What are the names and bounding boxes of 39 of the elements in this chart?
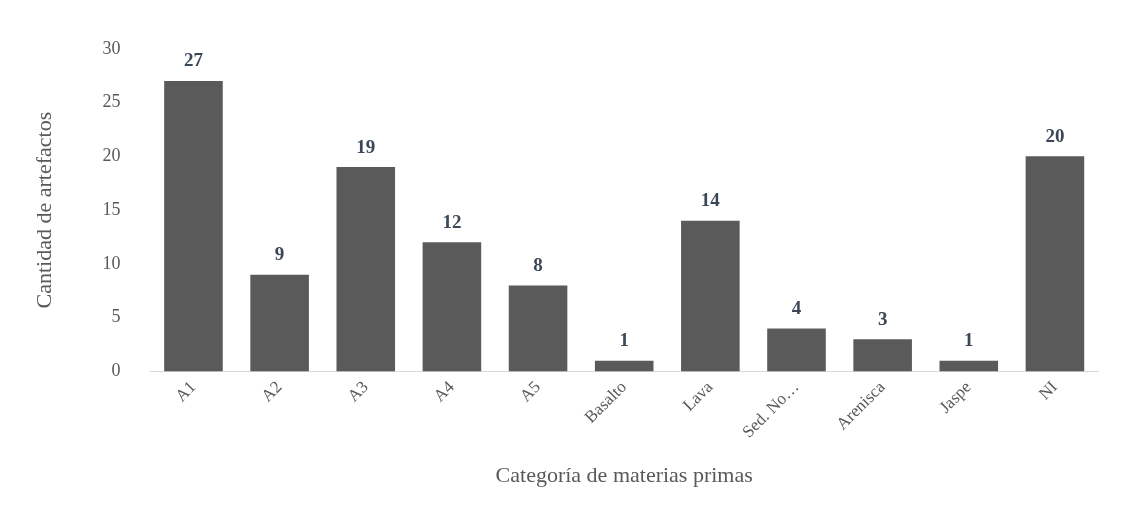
bar [594,360,654,372]
data-label: 12 [442,210,462,232]
data-label: 1 [619,329,629,351]
x-axis-title: Categoría de materias primas [495,461,753,487]
x-tick-label: A4 [429,376,459,406]
y-tick-label: 5 [111,306,121,327]
data-label: 19 [356,135,376,157]
bar [681,220,740,372]
bar [250,274,309,372]
y-tick-label: 20 [102,145,121,166]
bar [767,328,826,372]
data-label: 4 [791,296,802,318]
bar [164,81,223,372]
x-tick-label: NI [1034,376,1062,404]
y-tick-label: 25 [102,91,121,112]
data-label: 3 [877,307,888,329]
x-tick-label: A2 [257,377,286,406]
bar [853,339,912,372]
data-label: 9 [274,243,285,265]
data-label: 14 [700,189,721,211]
x-tick-label: Lava [678,376,717,415]
x-tick-label: A1 [171,377,200,406]
data-label: 20 [1045,124,1065,146]
x-tick-label: A5 [515,377,545,406]
data-label: 1 [964,329,974,351]
y-tick-label: 0 [111,360,121,381]
x-tick-label: Sed. No… [738,377,803,442]
y-tick-label: 10 [102,252,121,273]
bar [508,285,568,372]
bar [422,242,482,372]
y-tick-label: 15 [102,198,121,219]
data-label: 8 [533,253,543,275]
y-tick-label: 30 [102,37,121,58]
bar [939,360,999,372]
x-tick-label: A3 [343,377,372,406]
y-axis-title: Cantidad de artefactos [30,111,56,309]
bar [336,167,396,372]
data-label: 27 [183,49,204,71]
bar [1025,156,1085,372]
